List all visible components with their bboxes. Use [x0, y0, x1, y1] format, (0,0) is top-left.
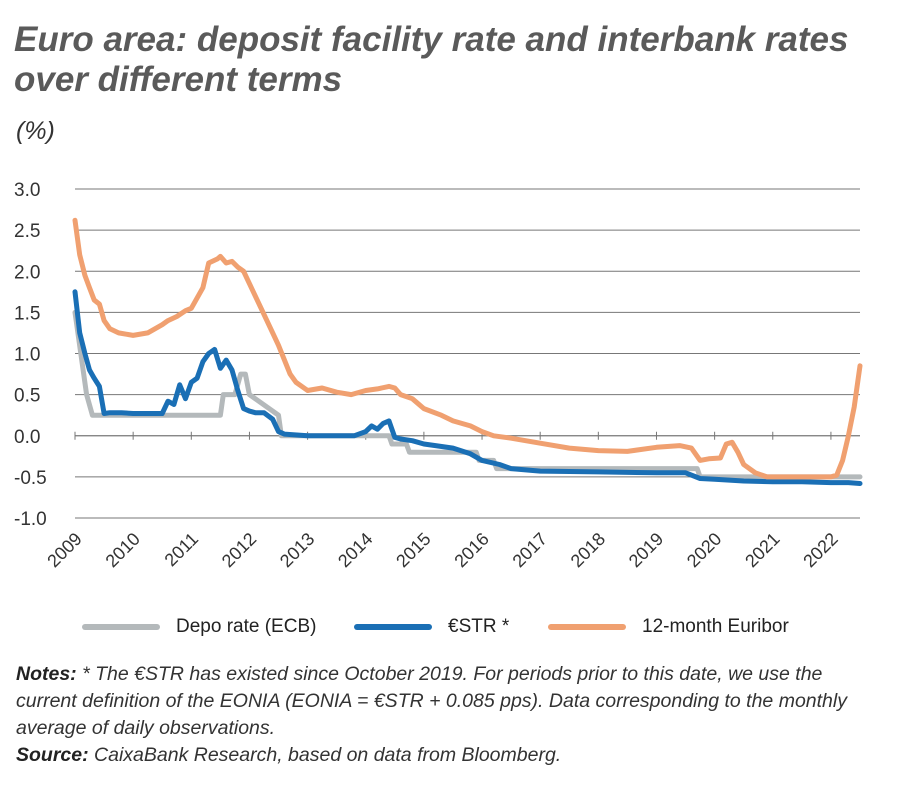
gridlines: [74, 188, 860, 519]
notes-text: * The €STR has existed since October 201…: [16, 663, 847, 739]
chart-title: Euro area: deposit facility rate and int…: [14, 20, 849, 99]
legend-swatch-depo: [82, 624, 160, 630]
x-tick-label: 2012: [218, 529, 260, 571]
y-tick-label: 1.0: [14, 345, 40, 366]
y-tick-label: 1.5: [14, 303, 40, 324]
y-axis-unit: (%): [16, 117, 55, 145]
x-tick-label: 2013: [276, 529, 318, 571]
legend-item-depo: Depo rate (ECB): [82, 612, 316, 642]
legend-label-euribor: 12-month Euribor: [642, 616, 789, 637]
x-tick-label: 2014: [334, 529, 376, 571]
legend-item-estr: €STR *: [354, 612, 509, 642]
x-tick-label: 2015: [392, 529, 434, 571]
legend-swatch-euribor: [548, 624, 626, 630]
y-tick-label: -1.0: [14, 509, 47, 530]
series-lines: [72, 217, 863, 486]
x-tick-label: 2022: [799, 529, 841, 571]
series-line-estr: [72, 289, 863, 486]
legend-label-estr: €STR *: [448, 616, 510, 637]
x-tick-label: 2021: [741, 529, 783, 571]
legend-swatch-estr: [354, 624, 432, 630]
x-tick-label: 2019: [625, 529, 667, 571]
legend: Depo rate (ECB) €STR * 12-month Euribor: [0, 612, 900, 642]
y-tick-label: 3.0: [14, 180, 40, 201]
line-chart: 3.02.52.01.51.00.50.0-0.5-1.0 2009 2010 20…: [14, 180, 863, 571]
source-text: CaixaBank Research, based on data from B…: [94, 744, 562, 766]
legend-item-euribor: 12-month Euribor: [548, 612, 789, 642]
notes-block: Notes: * The €STR has existed since Octo…: [16, 661, 886, 769]
y-axis-tick-labels: 3.0 2.5 2.0 1.5 1.0 0.5 0.0 -0.5 -1.0: [14, 180, 47, 530]
y-tick-label: -0.5: [14, 468, 47, 489]
x-tick-label: 2009: [43, 529, 85, 571]
legend-label-depo: Depo rate (ECB): [176, 616, 317, 637]
source-label: Source:: [16, 744, 89, 766]
x-tick-label: 2017: [509, 529, 551, 571]
x-tick-label: 2010: [102, 529, 144, 571]
notes-label: Notes:: [16, 663, 77, 685]
x-tick-label: 2016: [450, 529, 492, 571]
x-axis-tick-labels: 2009 2010 2011 2012 2013 2014 2015 2016 2017 2018…: [43, 529, 841, 571]
x-tick-label: 2020: [683, 529, 725, 571]
x-tick-label: 2011: [161, 529, 203, 571]
y-tick-label: 2.0: [14, 262, 40, 283]
y-tick-label: 2.5: [14, 221, 40, 242]
x-tick-label: 2018: [567, 529, 609, 571]
y-tick-label: 0.5: [14, 386, 40, 407]
series-line-euribor: [72, 217, 863, 480]
y-tick-label: 0.0: [14, 427, 40, 448]
